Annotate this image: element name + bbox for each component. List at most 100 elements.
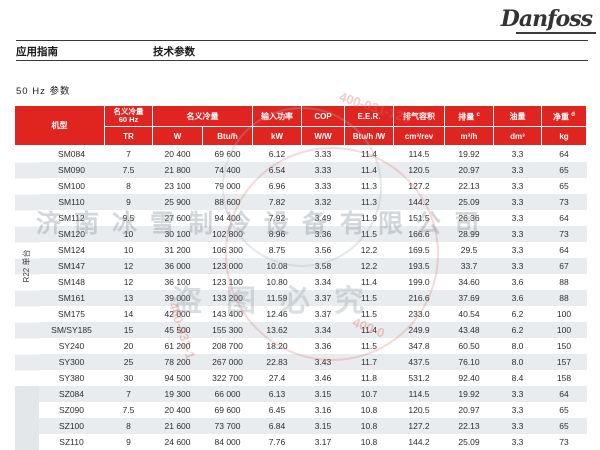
unit-cm3rev: cm³/rev: [393, 126, 445, 146]
value-cell: 6.2: [493, 322, 542, 338]
model-cell: SZ090: [58, 405, 85, 415]
spec-table: 机型 名义冷量 60 Hz 名义冷量 输入功率 COP E.E.R. 排气容积 …: [14, 105, 587, 450]
model-cell: SY240: [58, 341, 85, 351]
value-cell: 6.2: [511, 309, 524, 319]
value-cell: 3.3: [511, 181, 524, 191]
group-label-r22: R22 单台: [21, 249, 31, 283]
value-cell: 43.48: [444, 322, 494, 338]
value-cell: 21 800: [152, 162, 203, 178]
value-cell: 31 200: [164, 245, 191, 255]
value-cell: 11.5: [344, 226, 394, 242]
header-divider-top: [16, 40, 588, 41]
value-cell: 3.3: [511, 437, 524, 447]
model-cell: SM/SY185: [38, 322, 105, 338]
value-cell: 6.84: [252, 418, 302, 434]
value-cell: 3.34: [301, 322, 345, 338]
value-cell: 12.46: [266, 309, 288, 319]
value-cell: 78 200: [152, 354, 203, 370]
value-cell: 11.5: [361, 341, 377, 351]
value-cell: 8.4: [511, 373, 524, 383]
value-cell: 3.3: [493, 258, 542, 274]
value-cell: 123 000: [202, 258, 253, 274]
model-cell: SY380: [58, 373, 85, 383]
value-cell: 73: [559, 437, 569, 447]
value-cell: 9: [126, 437, 131, 447]
value-cell: 12.2: [344, 258, 394, 274]
value-cell: 3.37: [301, 290, 345, 306]
value-cell: 40.54: [458, 309, 480, 319]
value-cell: 267 000: [202, 354, 253, 370]
value-cell: 166.6: [393, 226, 445, 242]
value-cell: 88: [559, 277, 569, 287]
value-cell: 3.6: [493, 290, 542, 306]
value-cell: 25.09: [444, 194, 494, 210]
value-cell: 3.3: [511, 149, 524, 159]
value-cell: 8.0: [511, 341, 524, 351]
value-cell: 11.3: [361, 181, 377, 191]
table-row: SM148 12 36 100 123 100 10.80 3.34 11.4 199.0 34…: [15, 274, 587, 290]
value-cell: 7.76: [268, 437, 286, 447]
value-cell: 100: [541, 322, 587, 338]
value-cell: 3.3: [493, 162, 542, 178]
value-cell: 127.2: [393, 418, 445, 434]
value-cell: 120.5: [408, 405, 430, 415]
unit-ww: W/W: [301, 126, 345, 146]
model-cell: SY300: [38, 354, 105, 370]
value-cell: 20 400: [164, 405, 191, 415]
value-cell: 233.0: [408, 309, 430, 319]
value-cell: 19 300: [152, 386, 203, 402]
danfoss-logo: Danfoss: [500, 6, 593, 32]
value-cell: 322 700: [212, 373, 243, 383]
value-cell: 33.7: [444, 258, 494, 274]
value-cell: 64: [541, 386, 587, 402]
table-row: SM/SY185 15 45 500 155 300 13.62 3.34 11.4 249.…: [15, 322, 587, 338]
value-cell: 29.5: [460, 245, 478, 255]
value-cell: 3.43: [301, 354, 345, 370]
value-cell: 10: [104, 226, 153, 242]
col-header-oil-charge: 油量: [493, 105, 542, 127]
value-cell: 11.9: [361, 213, 377, 223]
unit-w: W: [152, 126, 203, 146]
table-row: SM090 7.5 21 800 74 400 6.54 3.33 11.4 120.5 20.…: [15, 162, 587, 178]
value-cell: 20 400: [164, 149, 191, 159]
value-cell: 3.3: [493, 194, 542, 210]
value-cell: 66 000: [202, 386, 253, 402]
value-cell: 88 600: [202, 194, 253, 210]
value-cell: 11.5: [344, 290, 394, 306]
value-cell: 3.3: [511, 405, 524, 415]
value-cell: 23 100: [164, 181, 191, 191]
value-cell: 11.5: [361, 309, 377, 319]
value-cell: 9: [104, 194, 153, 210]
value-cell: 133 200: [202, 290, 253, 306]
value-cell: 155 300: [202, 322, 253, 338]
value-cell: 6.12: [268, 149, 286, 159]
value-cell: 26.36: [458, 213, 480, 223]
value-cell: 18.20: [266, 341, 288, 351]
value-cell: 106 300: [212, 245, 243, 255]
value-cell: 94 400: [214, 213, 241, 223]
value-cell: 65: [559, 405, 569, 415]
model-cell: SM147: [38, 258, 105, 274]
value-cell: 88: [541, 290, 587, 306]
value-cell: 36 000: [152, 258, 203, 274]
model-cell: SM084: [58, 149, 85, 159]
value-cell: 123 100: [212, 277, 243, 287]
value-cell: 73 700: [202, 418, 253, 434]
value-cell: 19.92: [444, 386, 494, 402]
unit-dm3: dm³: [493, 126, 542, 146]
value-cell: 6.54: [252, 162, 302, 178]
value-cell: 11.8: [361, 373, 377, 383]
model-cell: SZ100: [38, 418, 105, 434]
value-cell: 10.7: [344, 386, 394, 402]
col-header-net-weight: 净重 d: [541, 105, 587, 127]
value-cell: 3.58: [301, 258, 345, 274]
unit-kg: kg: [541, 126, 587, 146]
section-title: 50 Hz 参数: [16, 86, 71, 97]
value-cell: 8: [104, 418, 153, 434]
model-cell: SM124: [58, 245, 85, 255]
value-cell: 65: [559, 181, 569, 191]
value-cell: 25.09: [458, 437, 480, 447]
table-row: SM175 14 42 000 143 400 12.46 3.37 11.5 233.0 40…: [15, 306, 587, 322]
value-cell: 64: [559, 213, 569, 223]
value-cell: 7: [104, 386, 153, 402]
